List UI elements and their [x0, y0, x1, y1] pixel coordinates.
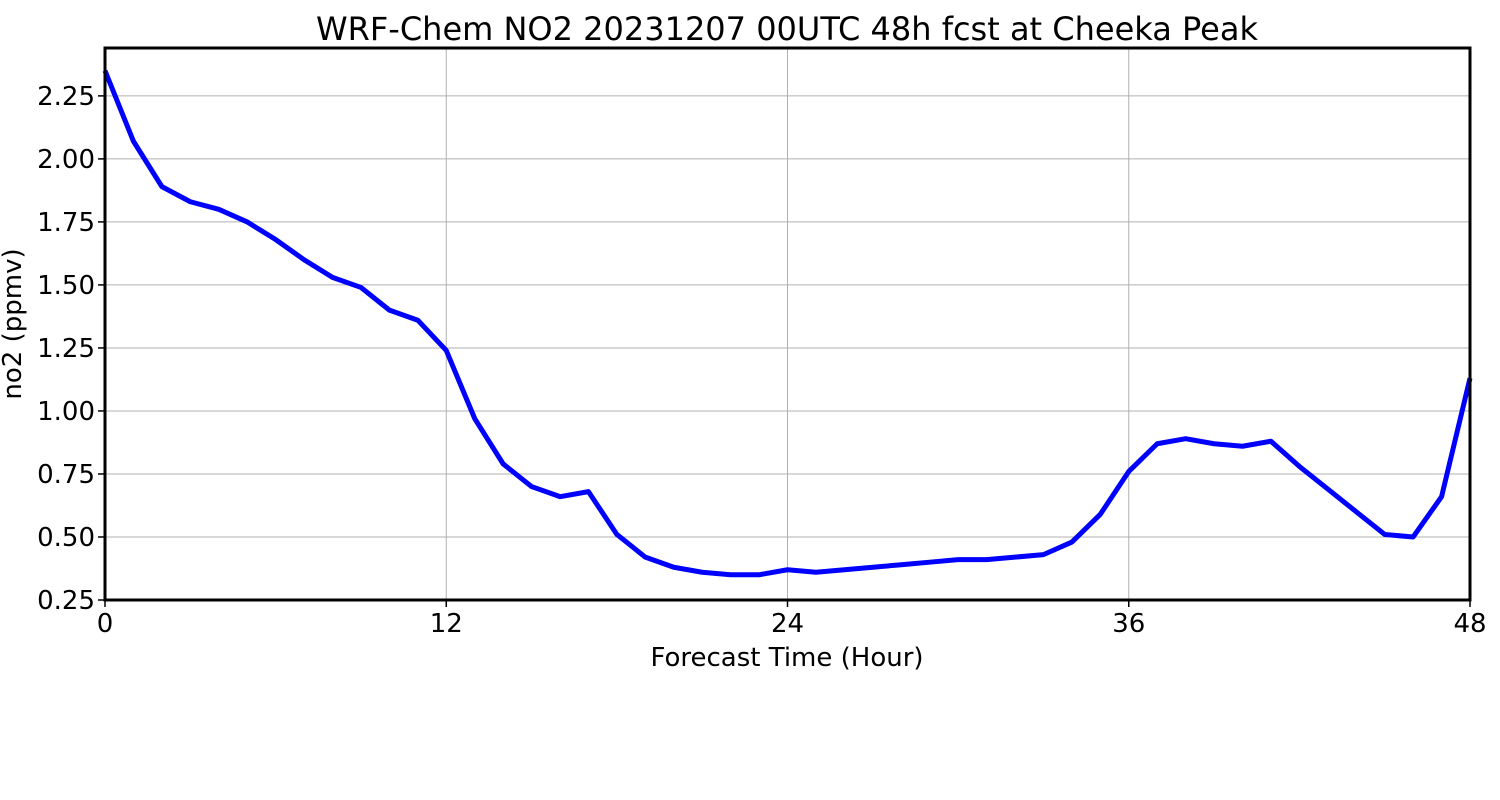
data-point [899, 562, 904, 567]
y-tick-label: 2.25 [37, 82, 95, 112]
data-point [1240, 444, 1245, 449]
data-point [188, 199, 193, 204]
data-point [472, 416, 477, 421]
y-tick-label: 2.00 [37, 145, 95, 175]
y-tick-label: 0.25 [37, 586, 95, 616]
data-point [131, 139, 136, 144]
data-point [671, 565, 676, 570]
data-point [273, 237, 278, 242]
data-point [1268, 439, 1273, 444]
y-axis-label: no2 (ppmv) [0, 248, 28, 399]
y-tick-label: 1.50 [37, 271, 95, 301]
chart-title: WRF-Chem NO2 20231207 00UTC 48h fcst at … [316, 10, 1258, 48]
data-point [387, 308, 392, 313]
x-axis-label: Forecast Time (Hour) [650, 643, 923, 673]
x-tick-label: 12 [430, 609, 463, 639]
data-point [1098, 512, 1103, 517]
data-point [1126, 469, 1131, 474]
x-tick-label: 36 [1112, 609, 1145, 639]
data-point [1155, 441, 1160, 446]
data-point [956, 557, 961, 562]
data-point [984, 557, 989, 562]
data-point [586, 489, 591, 494]
data-point [785, 567, 790, 572]
data-point [444, 348, 449, 353]
data-point [501, 461, 506, 466]
data-point [330, 275, 335, 280]
data-point [558, 494, 563, 499]
data-point [1297, 464, 1302, 469]
data-point [757, 572, 762, 577]
grid [104, 48, 1471, 601]
y-tick-label: 0.50 [37, 523, 95, 553]
data-point [245, 219, 250, 224]
data-point [216, 207, 221, 212]
data-point [1411, 534, 1416, 539]
y-tick-label: 1.75 [37, 208, 95, 238]
data-point [1439, 494, 1444, 499]
data-point [529, 484, 534, 489]
data-point [1013, 555, 1018, 560]
series-line [102, 69, 1473, 578]
x-tick-label: 48 [1453, 609, 1486, 639]
data-point [1041, 552, 1046, 557]
data-point [1212, 441, 1217, 446]
data-point [700, 570, 705, 575]
y-tick-label: 1.00 [37, 397, 95, 427]
data-point [842, 567, 847, 572]
data-point [643, 555, 648, 560]
data-point [415, 318, 420, 323]
series-layer [102, 69, 1473, 578]
data-point [159, 184, 164, 189]
data-point [1354, 509, 1359, 514]
data-point [1069, 540, 1074, 545]
y-tick-label: 0.75 [37, 460, 95, 490]
data-point [813, 570, 818, 575]
data-point [1325, 487, 1330, 492]
data-point [1183, 436, 1188, 441]
x-tick-label: 0 [97, 609, 114, 639]
data-point [302, 257, 307, 262]
data-point [358, 285, 363, 290]
x-tick-label: 24 [771, 609, 804, 639]
ticks: 0 12 24 36 48 0.25 0.50 0.75 1.00 1.25 1.50 1.75 2.0… [37, 82, 1486, 639]
y-tick-label: 1.25 [37, 334, 95, 364]
data-point [1382, 532, 1387, 537]
data-point [728, 572, 733, 577]
data-point [927, 560, 932, 565]
data-point [870, 565, 875, 570]
data-point [614, 532, 619, 537]
